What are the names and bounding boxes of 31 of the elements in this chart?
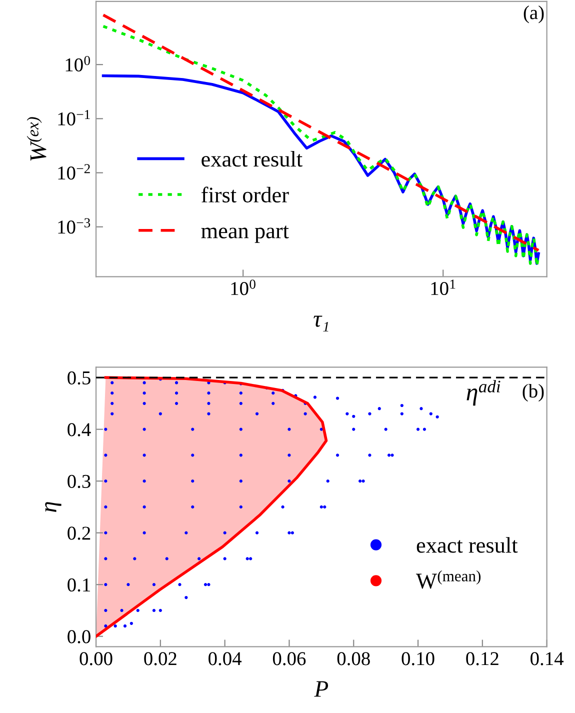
y-tick-label: 10$^{−1}$ xyxy=(58,110,90,126)
y-tick-label: 0.5 xyxy=(68,371,90,385)
y-tick-label: 0.2 xyxy=(68,526,90,540)
annotation: (b) xyxy=(522,384,544,402)
x-tick-label: 0.12 xyxy=(466,652,498,666)
x-tick-label: 0.02 xyxy=(144,652,176,666)
legend-label: exact result xyxy=(202,151,302,167)
x-tick-label: 0.00 xyxy=(80,652,112,666)
y-axis-title: η xyxy=(45,502,62,512)
x-axis-title: τ₁ xyxy=(314,316,328,332)
annotation: (a) xyxy=(524,6,544,24)
legend-label: first order xyxy=(201,186,289,203)
y-tick-label: 10$^{0}$ xyxy=(66,56,90,72)
x-tick-label: 0.04 xyxy=(208,652,242,666)
x-tick-label: 0.08 xyxy=(337,652,370,666)
y-tick-label: 0.0 xyxy=(68,630,90,644)
x-tick-label: 0.14 xyxy=(530,652,564,666)
ref-line-label: η$^{adi}$ xyxy=(466,380,500,406)
x-tick-label: 0.10 xyxy=(402,652,434,666)
y-tick-label: 10$^{−3}$ xyxy=(58,218,90,234)
legend-label: exact result xyxy=(416,537,518,553)
y-tick-label: 0.3 xyxy=(68,474,90,488)
legend-label: W$^{(mean)}$ xyxy=(416,570,481,589)
x-tick-label: 0.06 xyxy=(272,652,306,666)
y-tick-label: 10$^{−2}$ xyxy=(58,164,90,180)
legend-label: mean part xyxy=(201,226,289,243)
x-tick-label: 10$^{1}$ xyxy=(431,280,456,296)
y-tick-label: 0.4 xyxy=(68,423,91,436)
y-tick-label: 0.1 xyxy=(68,578,90,592)
x-axis-title: P xyxy=(314,681,328,697)
y-axis-title: W$^{(ex)}$ xyxy=(26,117,46,161)
